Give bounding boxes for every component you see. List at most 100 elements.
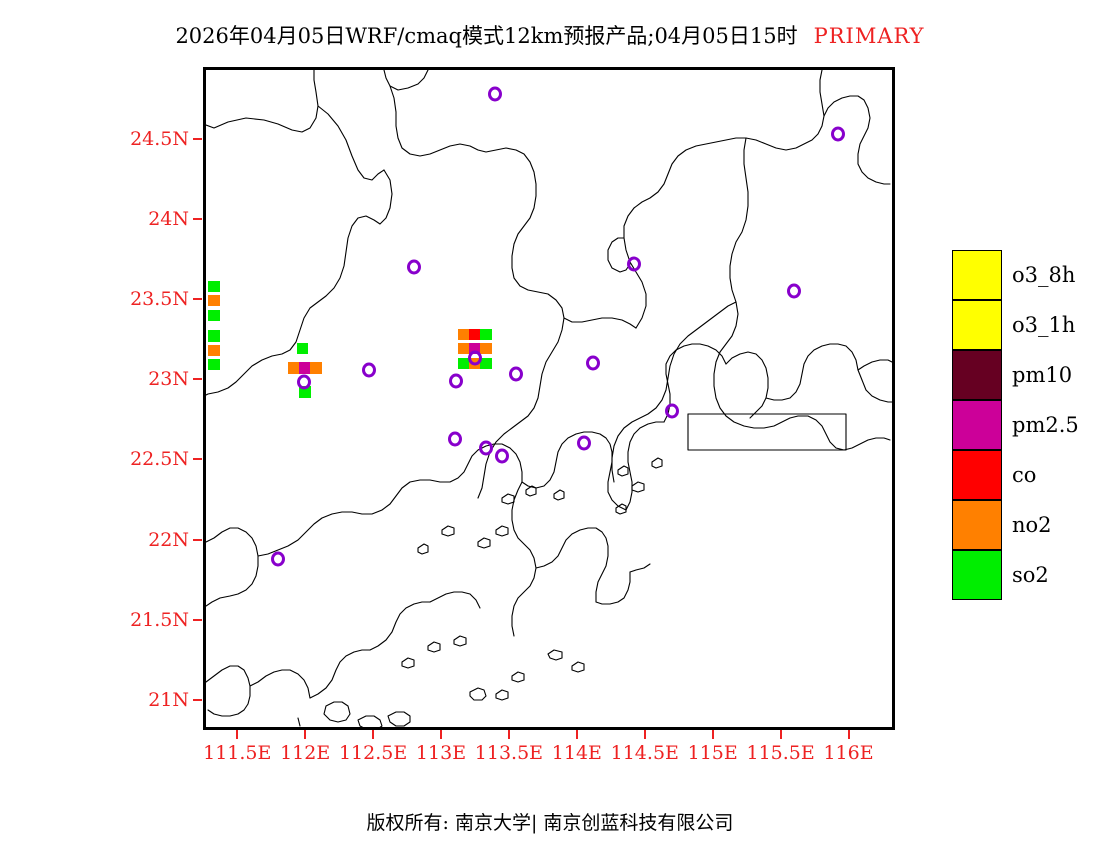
x-axis-tick-mark: [372, 730, 375, 739]
y-axis-tick-mark: [193, 298, 202, 301]
pollutant-cell-no2: [288, 362, 301, 374]
legend-row-so2[interactable]: so2: [952, 550, 1097, 600]
monitoring-station-marker[interactable]: [270, 551, 285, 567]
x-axis-tick-mark: [440, 730, 442, 739]
legend-swatch-so2: [952, 550, 1002, 600]
x-axis-tick-label: 111.5E: [203, 742, 272, 764]
legend-label: pm10: [1012, 363, 1073, 387]
pollutant-cell-so2: [458, 357, 471, 369]
title-main-text: 2026年04月05日WRF/cmaq模式12km预报产品;04月05日15时: [175, 24, 798, 48]
monitoring-station-marker[interactable]: [576, 435, 591, 451]
monitoring-station-marker[interactable]: [495, 448, 510, 464]
y-axis-tick-label: 23N: [148, 368, 189, 391]
pollutant-cell-so2: [208, 359, 221, 371]
legend-row-o3_1h[interactable]: o3_1h: [952, 300, 1097, 350]
monitoring-station-marker[interactable]: [787, 283, 802, 299]
legend-row-pm10[interactable]: pm10: [952, 350, 1097, 400]
y-axis-tick-label: 22.5N: [130, 448, 189, 471]
x-axis-tick-mark: [507, 730, 510, 739]
chart-title: 2026年04月05日WRF/cmaq模式12km预报产品;04月05日15时 P…: [0, 20, 1100, 50]
monitoring-station-marker[interactable]: [664, 403, 679, 419]
pollutant-cell-no2: [479, 343, 492, 355]
monitoring-station-marker[interactable]: [830, 126, 845, 142]
pollutant-cell-so2: [479, 357, 492, 369]
legend-label: so2: [1012, 563, 1049, 587]
y-axis-tick-mark: [193, 618, 202, 621]
copyright-footer: 版权所有: 南京大学| 南京创蓝科技有限公司: [366, 812, 734, 834]
y-axis-tick-mark: [193, 378, 202, 381]
monitoring-station-marker[interactable]: [626, 256, 641, 272]
x-axis-tick-mark: [711, 730, 714, 739]
x-axis-tick-mark: [575, 730, 578, 739]
pollutant-cell-so2: [208, 309, 221, 321]
x-axis-tick-mark: [643, 730, 646, 739]
legend-swatch-o3_8h: [952, 250, 1002, 300]
x-axis-tick-label: 113E: [415, 742, 467, 764]
monitoring-station-marker[interactable]: [488, 86, 503, 102]
x-axis-tick-label: 115E: [687, 742, 738, 764]
y-axis-tick-mark: [193, 218, 202, 221]
x-axis-tick-label: 114E: [551, 742, 602, 764]
legend-label: no2: [1012, 513, 1052, 537]
pollutant-cell-so2: [208, 280, 221, 292]
x-axis-tick-mark: [236, 730, 239, 739]
legend-label: o3_1h: [1012, 313, 1076, 337]
legend-swatch-no2: [952, 500, 1002, 550]
title-primary-tag: PRIMARY: [813, 24, 925, 48]
pollutant-cell-so2: [299, 386, 312, 398]
y-axis-tick-label: 21.5N: [130, 608, 189, 631]
pollutant-cell-no2: [208, 295, 221, 307]
y-axis-tick-mark: [193, 698, 202, 701]
x-axis-tick-label: 112E: [280, 742, 331, 764]
map-plot-area: [206, 70, 892, 727]
y-axis-tick-label: 22N: [148, 528, 189, 551]
x-axis-tick-label: 113.5E: [474, 742, 544, 764]
pollutant-cell-so2: [479, 328, 492, 340]
y-axis-tick-label: 21N: [148, 688, 189, 711]
map-plot-frame: [203, 67, 895, 730]
x-axis-tick-label: 112.5E: [338, 742, 408, 764]
province-boundary-map: [206, 70, 892, 727]
pollutant-cell-pm2-5: [299, 362, 312, 374]
pollutant-cell-co: [469, 328, 481, 340]
legend-row-o3_8h[interactable]: o3_8h: [952, 250, 1097, 300]
pollutant-cell-no2: [310, 362, 322, 374]
legend-swatch-o3_1h: [952, 300, 1002, 350]
y-axis-tick-mark: [193, 137, 202, 140]
pollutant-cell-so2: [296, 343, 309, 355]
y-axis-tick-mark: [193, 458, 202, 461]
pollutant-cell-no2: [458, 328, 471, 340]
monitoring-station-marker[interactable]: [508, 366, 523, 382]
x-axis-tick-mark: [779, 730, 782, 739]
x-axis-tick-label: 114.5E: [610, 742, 679, 764]
legend-swatch-pm10: [952, 350, 1002, 400]
monitoring-station-marker[interactable]: [467, 350, 482, 366]
monitoring-station-marker[interactable]: [447, 431, 462, 447]
legend-label: co: [1012, 463, 1037, 487]
legend-row-no2[interactable]: no2: [952, 500, 1097, 550]
monitoring-station-marker[interactable]: [362, 362, 376, 378]
monitoring-station-marker[interactable]: [586, 355, 601, 371]
x-axis-tick-label: 115.5E: [746, 742, 815, 764]
x-axis-tick-mark: [847, 730, 850, 739]
y-axis-tick-label: 24.5N: [130, 127, 189, 150]
pollutant-cell-no2: [458, 343, 471, 355]
monitoring-station-marker[interactable]: [448, 373, 463, 389]
legend-label: pm2.5: [1012, 413, 1079, 437]
legend-swatch-pm2-5: [952, 400, 1002, 450]
legend-row-pm2-5[interactable]: pm2.5: [952, 400, 1097, 450]
x-axis-tick-mark: [304, 730, 307, 739]
pollutant-cell-pm2-5: [469, 343, 481, 355]
pollutant-cell-no2: [208, 344, 221, 357]
pollutant-legend: o3_8h o3_1h pm10 pm2.5 co no2 so2: [952, 250, 1097, 600]
legend-swatch-co: [952, 450, 1002, 500]
y-axis-tick-mark: [193, 538, 202, 541]
y-axis-tick-label: 24N: [148, 208, 189, 231]
x-axis-tick-label: 116E: [823, 742, 874, 764]
monitoring-station-marker[interactable]: [478, 440, 493, 456]
legend-row-co[interactable]: co: [952, 450, 1097, 500]
monitoring-station-marker[interactable]: [406, 259, 421, 275]
pollutant-cell-so2: [208, 330, 221, 342]
monitoring-station-marker[interactable]: [296, 374, 311, 390]
y-axis-tick-label: 23.5N: [130, 288, 189, 311]
